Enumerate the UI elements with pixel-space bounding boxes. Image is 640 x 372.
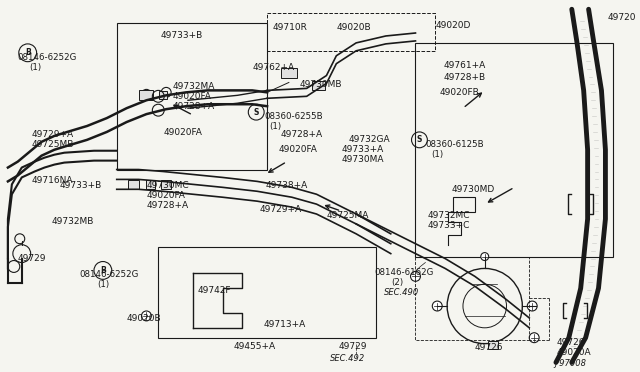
Text: 49726: 49726 <box>475 343 503 352</box>
Bar <box>146 180 155 189</box>
Text: 49725MA: 49725MA <box>326 211 369 220</box>
Text: 49020FA: 49020FA <box>147 191 186 200</box>
Text: 49020FA: 49020FA <box>279 145 318 154</box>
Text: 49729: 49729 <box>18 254 46 263</box>
Bar <box>267 13 435 51</box>
Text: 49725MB: 49725MB <box>31 140 74 149</box>
Text: 49761+A: 49761+A <box>443 61 485 70</box>
Text: 49020B: 49020B <box>127 314 161 323</box>
Text: S: S <box>253 108 259 117</box>
Text: 49713+A: 49713+A <box>263 320 305 329</box>
Text: 49728+B: 49728+B <box>443 73 485 81</box>
Text: 49742F: 49742F <box>198 286 231 295</box>
Text: 49762+A: 49762+A <box>252 63 294 72</box>
Bar <box>159 92 167 99</box>
Text: 49728+A: 49728+A <box>281 130 323 139</box>
Bar <box>140 90 154 100</box>
Text: B: B <box>100 266 106 275</box>
Text: S: S <box>417 135 422 144</box>
Text: B: B <box>25 48 31 57</box>
Text: (1): (1) <box>431 150 444 159</box>
Bar <box>127 180 140 189</box>
Text: J·97008: J·97008 <box>554 359 586 368</box>
Text: 49730MB: 49730MB <box>300 80 342 90</box>
Circle shape <box>529 333 539 343</box>
Bar <box>312 81 326 90</box>
Text: 49020FA: 49020FA <box>163 128 202 137</box>
Text: 49726: 49726 <box>557 338 586 347</box>
Circle shape <box>527 301 537 311</box>
Text: 08360-6255B: 08360-6255B <box>264 112 323 121</box>
Text: 49728+A: 49728+A <box>172 102 214 111</box>
Bar <box>281 68 297 77</box>
Text: 49020D: 49020D <box>435 21 470 30</box>
Bar <box>415 43 613 257</box>
Text: 49455+A: 49455+A <box>234 341 276 351</box>
Bar <box>453 197 475 212</box>
Bar <box>161 180 171 189</box>
Text: 49730MC: 49730MC <box>147 182 189 190</box>
Text: 49732MB: 49732MB <box>51 217 94 226</box>
Text: SEC.492: SEC.492 <box>330 353 365 363</box>
Text: (2): (2) <box>392 278 404 287</box>
Text: 49732MC: 49732MC <box>428 211 470 220</box>
Text: 49730MD: 49730MD <box>451 185 494 194</box>
Text: 49729+A: 49729+A <box>259 205 301 214</box>
Text: 49738+A: 49738+A <box>265 182 307 190</box>
Text: 49020FA: 49020FA <box>172 92 211 101</box>
Bar <box>116 23 267 170</box>
Text: 08360-6125B: 08360-6125B <box>426 140 484 149</box>
Text: 49732MA: 49732MA <box>172 83 214 92</box>
Text: 49730MA: 49730MA <box>341 155 384 164</box>
Text: 49729+A: 49729+A <box>31 130 74 139</box>
Text: 08146-6162G: 08146-6162G <box>374 269 433 278</box>
Text: 49733+A: 49733+A <box>341 145 383 154</box>
Text: 49732GA: 49732GA <box>348 135 390 144</box>
Text: 49729: 49729 <box>339 341 367 351</box>
Bar <box>158 247 376 338</box>
Circle shape <box>481 253 489 260</box>
Text: 49020B: 49020B <box>337 23 371 32</box>
Text: (1): (1) <box>97 280 109 289</box>
Text: 49716NA: 49716NA <box>31 176 73 186</box>
Text: 08146-6252G: 08146-6252G <box>18 53 77 62</box>
Circle shape <box>432 301 442 311</box>
Text: 49720: 49720 <box>607 13 636 22</box>
Text: (1): (1) <box>29 63 42 72</box>
Circle shape <box>141 311 151 321</box>
Bar <box>488 341 497 349</box>
Text: 49728+A: 49728+A <box>147 201 189 210</box>
Text: 49733+C: 49733+C <box>428 221 470 230</box>
Text: 08146-6252G: 08146-6252G <box>79 270 138 279</box>
Text: 49020FB: 49020FB <box>439 89 479 97</box>
Text: 49710R: 49710R <box>273 23 308 32</box>
Text: SEC.490: SEC.490 <box>384 288 419 297</box>
Text: 49020A: 49020A <box>557 347 591 357</box>
Text: 49733+B: 49733+B <box>60 182 102 190</box>
Text: (1): (1) <box>269 122 281 131</box>
Circle shape <box>410 272 420 281</box>
Text: 49733+B: 49733+B <box>160 31 202 40</box>
